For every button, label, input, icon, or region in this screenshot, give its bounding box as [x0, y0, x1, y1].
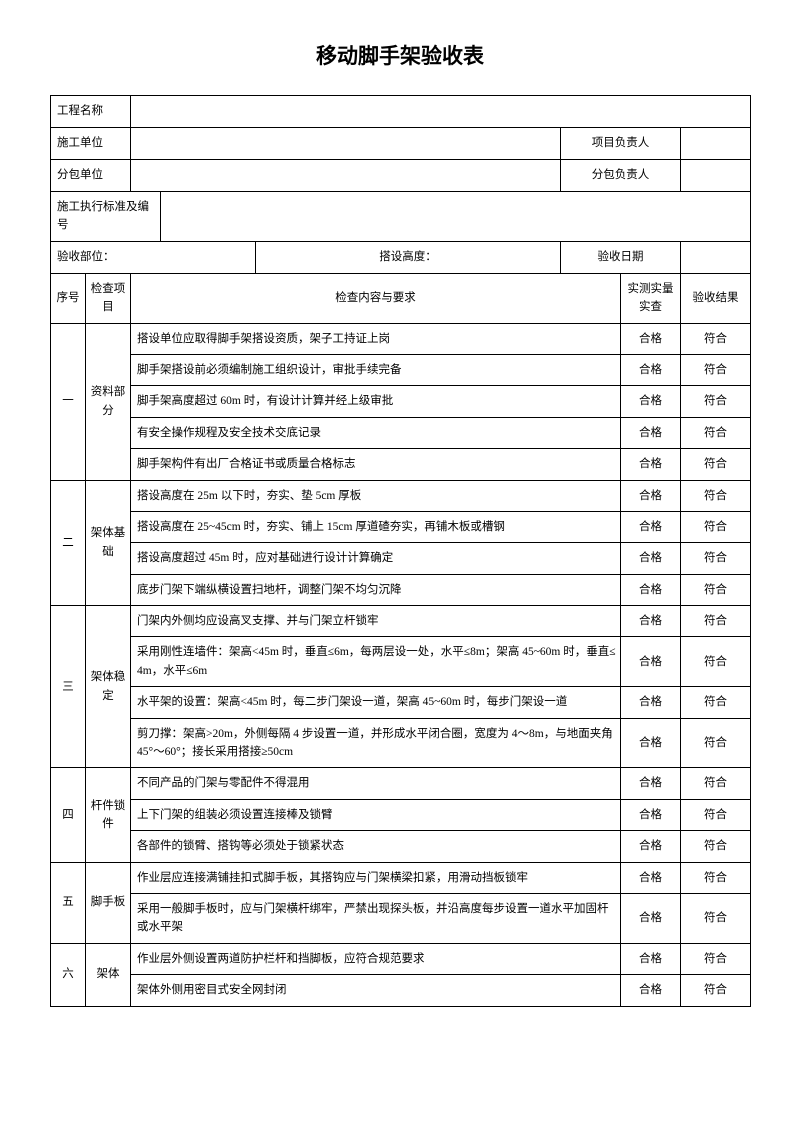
- field-proj-name[interactable]: [131, 96, 751, 128]
- item-cell: 架体基础: [86, 480, 131, 606]
- seq-cell: 六: [51, 943, 86, 1006]
- result-cell: 符合: [681, 975, 751, 1006]
- measured-cell: 合格: [621, 893, 681, 943]
- measured-cell: 合格: [621, 862, 681, 893]
- content-cell: 搭设高度在 25m 以下时，夯实、垫 5cm 厚板: [131, 480, 621, 511]
- result-cell: 符合: [681, 768, 751, 799]
- content-cell: 底步门架下端纵横设置扫地杆，调整门架不均匀沉降: [131, 574, 621, 605]
- content-cell: 脚手架搭设前必须编制施工组织设计，审批手续完备: [131, 354, 621, 385]
- seq-cell: 二: [51, 480, 86, 606]
- measured-cell: 合格: [621, 831, 681, 862]
- content-cell: 采用一般脚手板时，应与门架横杆绑牢，严禁出现探头板，并沿高度每步设置一道水平加固…: [131, 893, 621, 943]
- result-cell: 符合: [681, 799, 751, 830]
- content-cell: 搭设单位应取得脚手架搭设资质，架子工持证上岗: [131, 323, 621, 354]
- content-cell: 搭设高度在 25~45cm 时，夯实、铺上 15cm 厚道碴夯实，再铺木板或槽钢: [131, 511, 621, 542]
- field-proj-leader[interactable]: [681, 128, 751, 160]
- result-cell: 符合: [681, 893, 751, 943]
- content-cell: 水平架的设置：架高<45m 时，每二步门架设一道，架高 45~60m 时，每步门…: [131, 687, 621, 718]
- label-std: 施工执行标准及编号: [51, 192, 161, 242]
- measured-cell: 合格: [621, 417, 681, 448]
- result-cell: 符合: [681, 606, 751, 637]
- measured-cell: 合格: [621, 975, 681, 1006]
- label-sub-unit: 分包单位: [51, 160, 131, 192]
- label-build-height: 搭设高度：: [256, 241, 561, 273]
- result-cell: 符合: [681, 417, 751, 448]
- th-result: 验收结果: [681, 273, 751, 323]
- result-cell: 符合: [681, 943, 751, 974]
- item-cell: 杆件锁件: [86, 768, 131, 862]
- content-cell: 有安全操作规程及安全技术交底记录: [131, 417, 621, 448]
- label-accept-unit: 验收部位：: [51, 241, 256, 273]
- result-cell: 符合: [681, 354, 751, 385]
- content-cell: 脚手架构件有出厂合格证书或质量合格标志: [131, 449, 621, 480]
- measured-cell: 合格: [621, 799, 681, 830]
- result-cell: 符合: [681, 637, 751, 687]
- result-cell: 符合: [681, 687, 751, 718]
- th-measured: 实测实量实查: [621, 273, 681, 323]
- result-cell: 符合: [681, 543, 751, 574]
- label-accept-date: 验收日期: [561, 241, 681, 273]
- field-sub-leader[interactable]: [681, 160, 751, 192]
- result-cell: 符合: [681, 831, 751, 862]
- label-proj-leader: 项目负责人: [561, 128, 681, 160]
- measured-cell: 合格: [621, 768, 681, 799]
- content-cell: 架体外侧用密目式安全网封闭: [131, 975, 621, 1006]
- measured-cell: 合格: [621, 354, 681, 385]
- content-cell: 不同产品的门架与零配件不得混用: [131, 768, 621, 799]
- th-item: 检查项目: [86, 273, 131, 323]
- result-cell: 符合: [681, 511, 751, 542]
- content-cell: 作业层应连接满铺挂扣式脚手板，其搭钩应与门架横梁扣紧，用滑动挡板锁牢: [131, 862, 621, 893]
- content-cell: 作业层外侧设置两道防护栏杆和挡脚板，应符合规范要求: [131, 943, 621, 974]
- result-cell: 符合: [681, 480, 751, 511]
- item-cell: 架体稳定: [86, 606, 131, 768]
- measured-cell: 合格: [621, 637, 681, 687]
- measured-cell: 合格: [621, 386, 681, 417]
- result-cell: 符合: [681, 862, 751, 893]
- measured-cell: 合格: [621, 480, 681, 511]
- content-cell: 采用刚性连墙件：架高<45m 时，垂直≤6m，每两层设一处，水平≤8m；架高 4…: [131, 637, 621, 687]
- result-cell: 符合: [681, 574, 751, 605]
- field-std[interactable]: [161, 192, 751, 242]
- th-seq: 序号: [51, 273, 86, 323]
- seq-cell: 一: [51, 323, 86, 480]
- item-cell: 脚手板: [86, 862, 131, 943]
- th-content: 检查内容与要求: [131, 273, 621, 323]
- measured-cell: 合格: [621, 687, 681, 718]
- content-cell: 脚手架高度超过 60m 时，有设计计算并经上级审批: [131, 386, 621, 417]
- result-cell: 符合: [681, 386, 751, 417]
- item-cell: 架体: [86, 943, 131, 1006]
- label-sub-leader: 分包负责人: [561, 160, 681, 192]
- seq-cell: 三: [51, 606, 86, 768]
- seq-cell: 四: [51, 768, 86, 862]
- seq-cell: 五: [51, 862, 86, 943]
- measured-cell: 合格: [621, 543, 681, 574]
- acceptance-table: 工程名称 施工单位 项目负责人 分包单位 分包负责人 施工执行标准及编号 验收部…: [50, 95, 751, 1007]
- content-cell: 搭设高度超过 45m 时，应对基础进行设计计算确定: [131, 543, 621, 574]
- page-title: 移动脚手架验收表: [50, 40, 750, 70]
- measured-cell: 合格: [621, 449, 681, 480]
- field-accept-date[interactable]: [681, 241, 751, 273]
- result-cell: 符合: [681, 718, 751, 768]
- content-cell: 上下门架的组装必须设置连接棒及锁臂: [131, 799, 621, 830]
- item-cell: 资料部分: [86, 323, 131, 480]
- measured-cell: 合格: [621, 606, 681, 637]
- field-constr-unit[interactable]: [131, 128, 561, 160]
- field-sub-unit[interactable]: [131, 160, 561, 192]
- content-cell: 剪刀撑：架高>20m，外侧每隔 4 步设置一道，并形成水平闭合圈，宽度为 4～8…: [131, 718, 621, 768]
- label-constr-unit: 施工单位: [51, 128, 131, 160]
- result-cell: 符合: [681, 449, 751, 480]
- content-cell: 各部件的锁臂、搭钩等必须处于锁紧状态: [131, 831, 621, 862]
- label-proj-name: 工程名称: [51, 96, 131, 128]
- measured-cell: 合格: [621, 718, 681, 768]
- measured-cell: 合格: [621, 574, 681, 605]
- measured-cell: 合格: [621, 943, 681, 974]
- measured-cell: 合格: [621, 323, 681, 354]
- measured-cell: 合格: [621, 511, 681, 542]
- content-cell: 门架内外侧均应设高叉支撑、并与门架立杆锁牢: [131, 606, 621, 637]
- result-cell: 符合: [681, 323, 751, 354]
